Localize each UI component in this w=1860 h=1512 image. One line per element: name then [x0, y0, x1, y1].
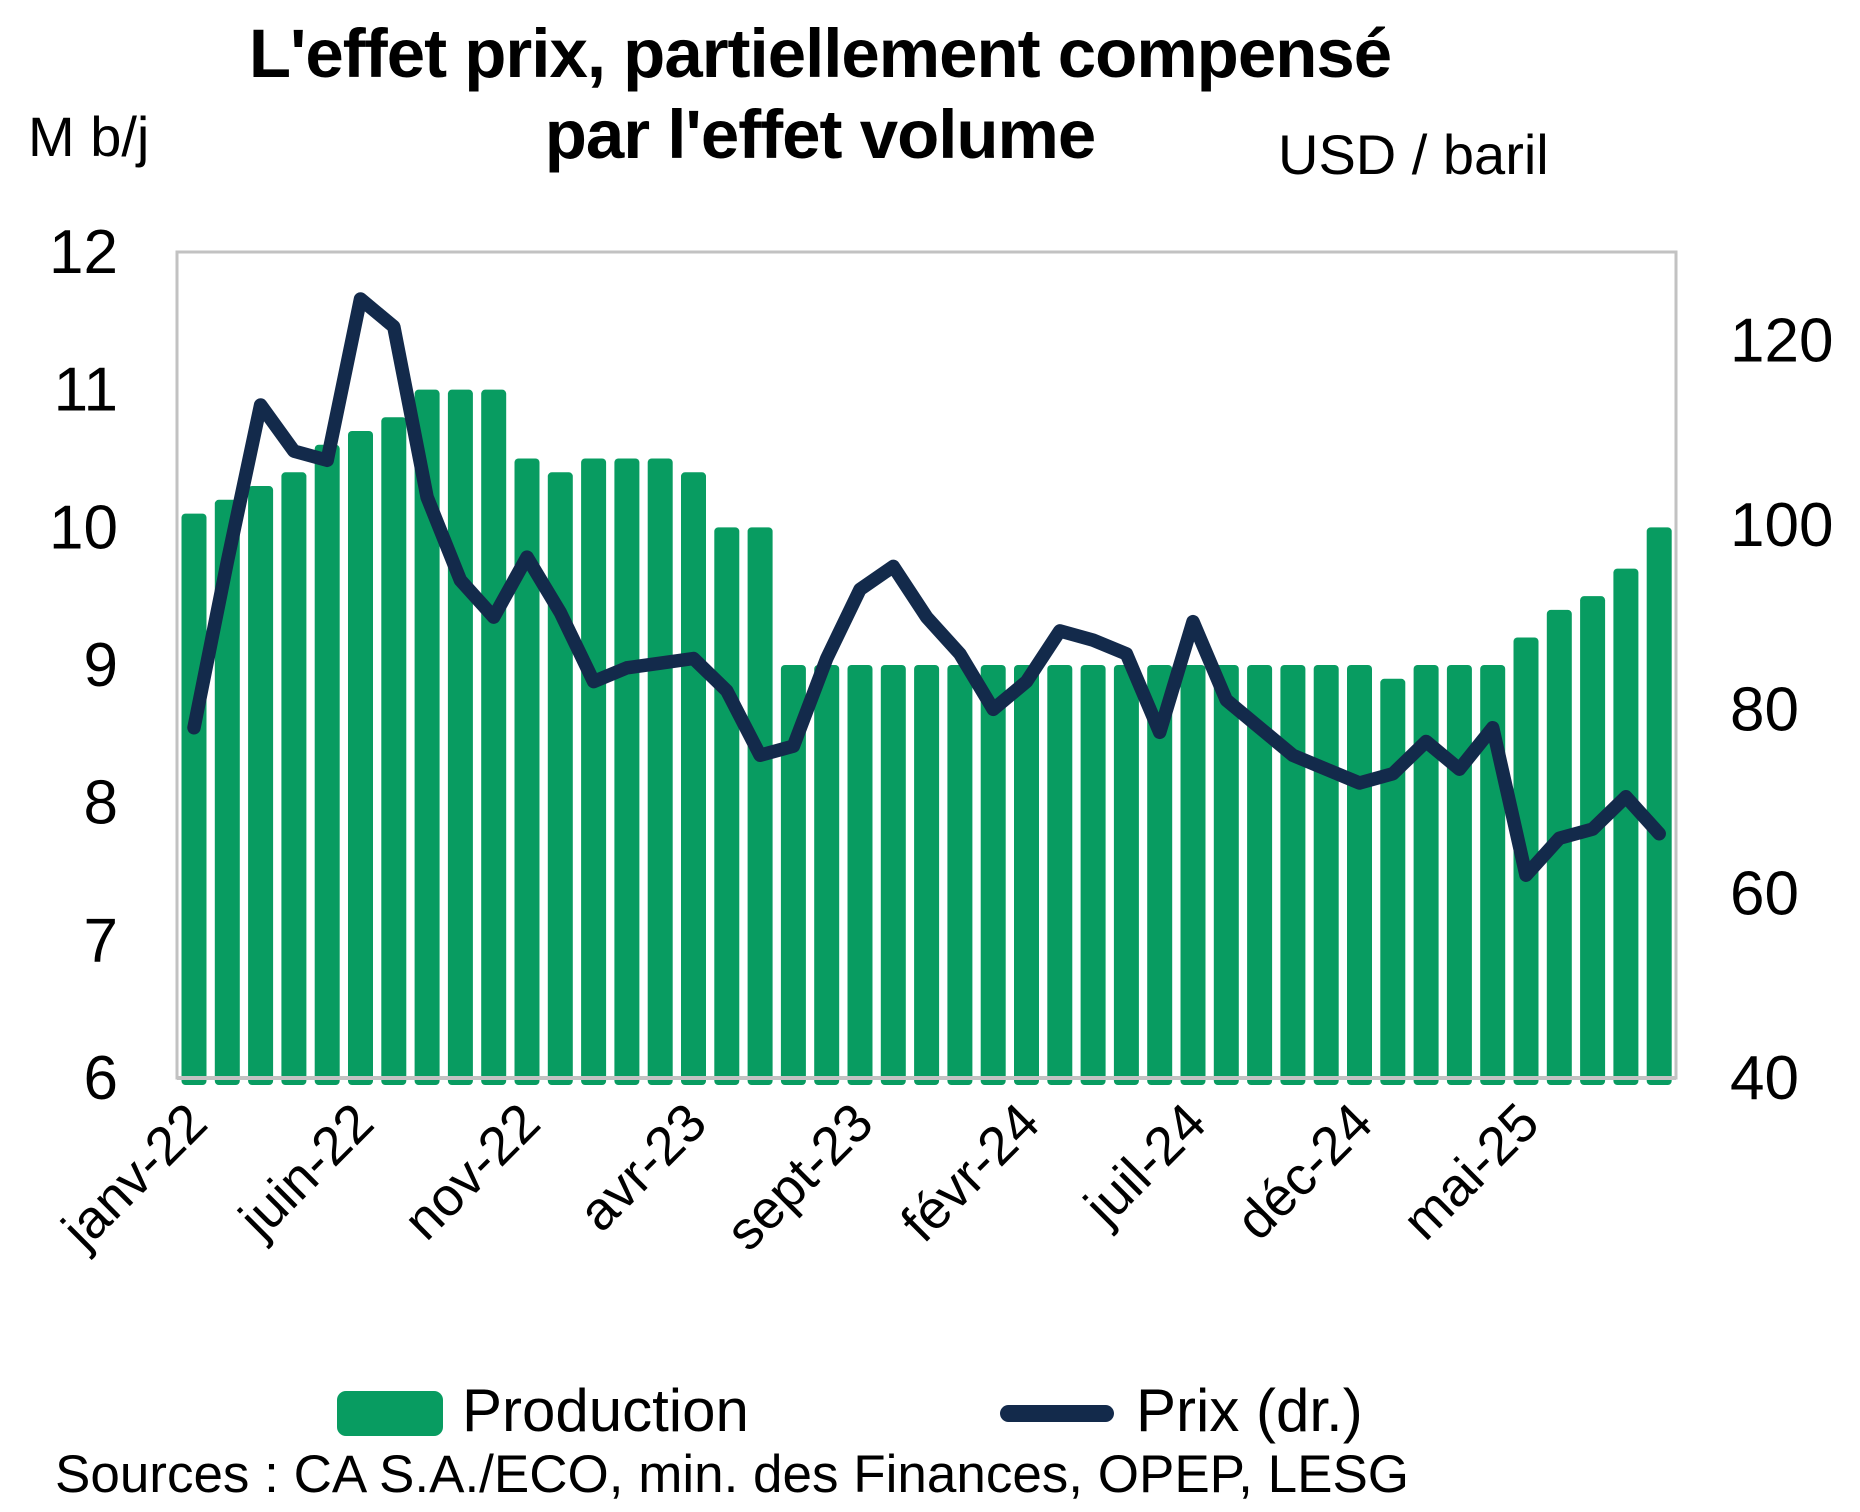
legend-production-label: Production	[462, 1377, 749, 1444]
production-bar	[1446, 665, 1472, 1085]
right-axis-tick-label: 60	[1730, 860, 1799, 929]
production-bar	[880, 665, 906, 1085]
production-bar	[780, 665, 806, 1085]
production-bar	[847, 665, 873, 1085]
right-axis-tick-label: 80	[1730, 675, 1799, 744]
x-axis-tick-label: janv-22	[49, 1092, 218, 1261]
production-bar	[514, 458, 540, 1085]
production-bar	[547, 472, 573, 1085]
chart-legend: Production Prix (dr.)	[0, 1370, 1860, 1450]
production-bar	[1613, 568, 1639, 1085]
production-bar	[1247, 665, 1273, 1085]
production-bar	[1080, 665, 1106, 1085]
production-bar	[281, 472, 307, 1085]
left-axis-tick-label: 11	[54, 356, 118, 425]
production-bar	[1646, 527, 1672, 1085]
legend-price-label: Prix (dr.)	[1136, 1377, 1363, 1444]
production-bar	[381, 417, 407, 1085]
production-bar	[1213, 665, 1239, 1085]
production-bar	[1413, 665, 1439, 1085]
sources-note: Sources : CA S.A./ECO, min. des Finances…	[55, 1445, 1410, 1504]
production-bar	[1113, 665, 1139, 1085]
production-bar	[1380, 678, 1406, 1085]
production-bar	[714, 527, 740, 1085]
right-axis-tick-label: 120	[1730, 307, 1833, 376]
production-bar	[647, 458, 673, 1085]
plot-frame	[175, 250, 1678, 1080]
right-axis-unit: USD / baril	[1278, 123, 1549, 186]
x-axis-tick-label: mai-25	[1391, 1092, 1550, 1251]
production-bar	[914, 665, 940, 1085]
left-axis-tick-label: 7	[84, 906, 118, 975]
right-axis-tick-label: 100	[1730, 491, 1833, 560]
production-bar	[1147, 665, 1173, 1085]
left-axis-tick-label: 6	[84, 1044, 118, 1113]
x-axis-tick-label: avr-23	[567, 1092, 718, 1243]
right-axis-tick-label: 40	[1730, 1044, 1799, 1113]
production-bar	[614, 458, 640, 1085]
production-bar	[447, 389, 473, 1086]
production-bar	[814, 665, 840, 1085]
production-bar	[1280, 665, 1306, 1085]
production-bar	[1014, 665, 1039, 1085]
x-axis-tick-label: nov-22	[392, 1092, 551, 1251]
production-bar	[747, 527, 773, 1085]
production-bar	[681, 472, 706, 1085]
production-bar	[581, 458, 607, 1085]
x-axis-tick-label: juil-24	[1072, 1092, 1218, 1238]
production-bar	[248, 486, 274, 1085]
chart-title-line2: par l'effet volume	[544, 95, 1097, 173]
chart-title-line1: L'effet prix, partiellement compensé	[248, 15, 1392, 92]
legend-production-swatch	[337, 1391, 443, 1436]
legend-price-line-swatch	[1000, 1405, 1114, 1422]
left-axis-tick-label: 8	[84, 769, 118, 838]
x-axis-tick-label: juin-22	[227, 1092, 385, 1250]
chart-svg: 6 7 8 9 10 11 12 40 60 80 100 120 janv-22 juin-22 nov-…	[49, 218, 1833, 1262]
production-bar	[181, 513, 207, 1085]
x-axis-tick-label: déc-24	[1225, 1092, 1384, 1251]
left-axis-tick-label: 12	[49, 218, 118, 287]
production-bar	[414, 389, 440, 1086]
x-axis-tick-label: sept-23	[715, 1092, 885, 1262]
chart-title: L'effet prix, partiellement compensé par…	[0, 14, 1640, 175]
production-bar	[1313, 665, 1339, 1085]
production-bar	[1580, 596, 1606, 1085]
x-axis-tick-label: févr-24	[890, 1092, 1051, 1253]
production-bar	[214, 499, 240, 1085]
production-bar	[1047, 665, 1073, 1085]
production-bar	[314, 444, 340, 1085]
left-axis-tick-label: 9	[84, 631, 118, 700]
production-bar	[980, 665, 1006, 1085]
production-bar	[1347, 665, 1372, 1085]
price-line	[187, 292, 1666, 882]
left-axis-tick-label: 10	[49, 493, 118, 562]
production-bar	[481, 389, 507, 1086]
production-bar	[947, 665, 973, 1085]
left-axis-unit: M b/j	[28, 105, 150, 168]
production-bar	[348, 430, 373, 1085]
production-bar	[1180, 665, 1206, 1085]
